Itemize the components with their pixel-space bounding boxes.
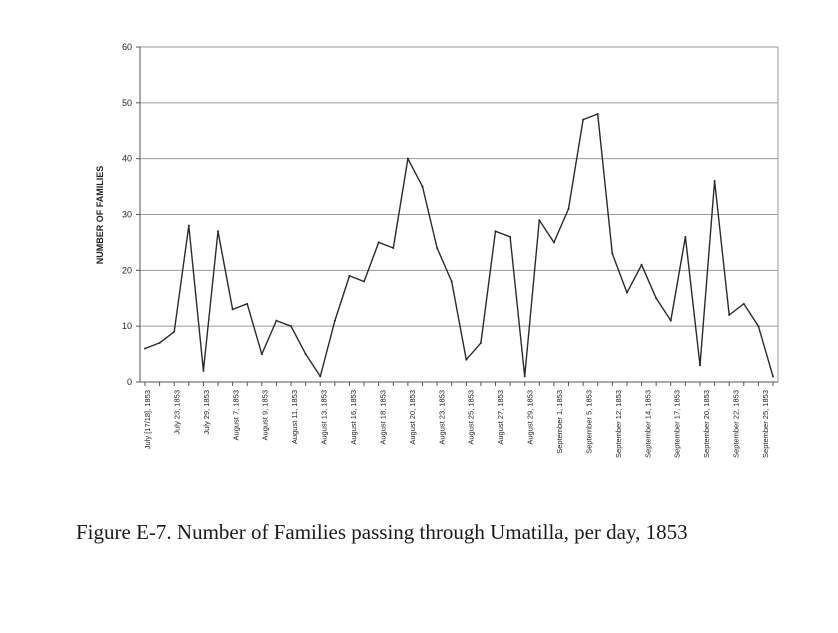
x-tick-label: August 20, 1853 xyxy=(408,390,417,445)
series-line xyxy=(144,113,774,378)
data-point xyxy=(144,347,146,350)
x-tick-label: September 5, 1853 xyxy=(584,390,593,454)
y-tick-label: 60 xyxy=(122,42,132,52)
axes xyxy=(136,46,778,386)
data-point xyxy=(757,325,760,328)
data-point xyxy=(596,113,599,115)
data-point xyxy=(217,230,220,233)
y-tick-label: 50 xyxy=(122,98,132,108)
data-point xyxy=(304,353,307,356)
data-point xyxy=(290,325,293,328)
data-point xyxy=(465,358,468,361)
y-tick-label: 40 xyxy=(122,154,132,164)
x-tick-label: August 29, 1853 xyxy=(526,390,535,445)
data-point xyxy=(582,118,585,121)
x-tick-label: September 1, 1853 xyxy=(555,390,564,454)
data-point xyxy=(392,247,395,249)
data-point xyxy=(333,319,336,322)
x-tick-label: September 20, 1853 xyxy=(702,390,711,458)
data-point xyxy=(275,319,278,322)
x-tick-label: September 17, 1853 xyxy=(673,390,682,458)
data-point xyxy=(552,241,555,244)
y-tick-label: 10 xyxy=(122,321,132,331)
data-point xyxy=(655,297,658,300)
data-point xyxy=(479,341,482,344)
data-point xyxy=(246,302,249,305)
data-point xyxy=(625,291,628,294)
data-point xyxy=(231,308,234,311)
y-tick-label: 20 xyxy=(122,265,132,275)
data-point xyxy=(713,180,716,182)
data-point xyxy=(158,341,161,344)
data-point xyxy=(363,280,366,283)
x-tick-label: July 29, 1853 xyxy=(202,390,211,435)
series xyxy=(144,113,774,378)
data-point xyxy=(698,364,701,367)
data-point xyxy=(319,375,322,378)
data-point xyxy=(494,230,497,233)
y-tick-label: 0 xyxy=(127,377,132,387)
data-point xyxy=(538,219,541,222)
x-tick-label: August 9, 1853 xyxy=(261,390,270,440)
data-point xyxy=(509,235,512,238)
gridlines xyxy=(140,46,779,382)
data-point xyxy=(772,375,774,378)
figure-caption: Figure E-7. Number of Families passing t… xyxy=(76,520,688,544)
data-point xyxy=(742,302,745,305)
data-point xyxy=(377,241,380,244)
data-point xyxy=(260,353,263,356)
y-tick-label: 30 xyxy=(122,210,132,220)
data-point xyxy=(640,263,643,266)
x-tick-label: September 12, 1853 xyxy=(614,390,623,458)
data-point xyxy=(202,369,205,372)
x-tick-label: July [17/18], 1853 xyxy=(143,390,152,449)
x-tick-label: July 23, 1853 xyxy=(172,390,181,435)
x-tick-label: September 22, 1853 xyxy=(732,390,741,458)
data-point xyxy=(684,235,687,238)
y-tick-labels: 0 10 20 30 40 50 60 xyxy=(122,42,132,387)
data-point xyxy=(406,157,409,160)
data-point xyxy=(436,247,439,249)
data-point xyxy=(523,375,526,378)
data-point xyxy=(421,185,424,188)
data-point xyxy=(567,207,570,210)
data-point xyxy=(669,319,672,322)
x-tick-label: September 25, 1853 xyxy=(761,390,770,458)
data-point xyxy=(187,224,190,227)
data-point xyxy=(611,252,614,255)
data-point xyxy=(173,330,176,333)
x-tick-label: August 25, 1853 xyxy=(467,390,476,445)
x-tick-label: September 14, 1853 xyxy=(643,390,652,458)
x-tick-labels: July [17/18], 1853 July 23, 1853 July 29, … xyxy=(143,390,770,458)
data-point xyxy=(728,314,731,316)
x-tick-label: August 18, 1853 xyxy=(378,390,387,445)
x-tick-label: August 27, 1853 xyxy=(496,390,505,445)
x-tick-label: August 7, 1853 xyxy=(231,390,240,440)
x-tick-label: August 13, 1853 xyxy=(320,390,329,445)
data-point xyxy=(348,274,351,277)
x-tick-label: August 16, 1853 xyxy=(349,390,358,445)
y-axis-label: NUMBER OF FAMILIES xyxy=(95,166,105,265)
x-tick-label: August 23, 1853 xyxy=(437,390,446,445)
x-tick-label: August 11, 1853 xyxy=(290,390,299,444)
data-point xyxy=(450,280,453,283)
